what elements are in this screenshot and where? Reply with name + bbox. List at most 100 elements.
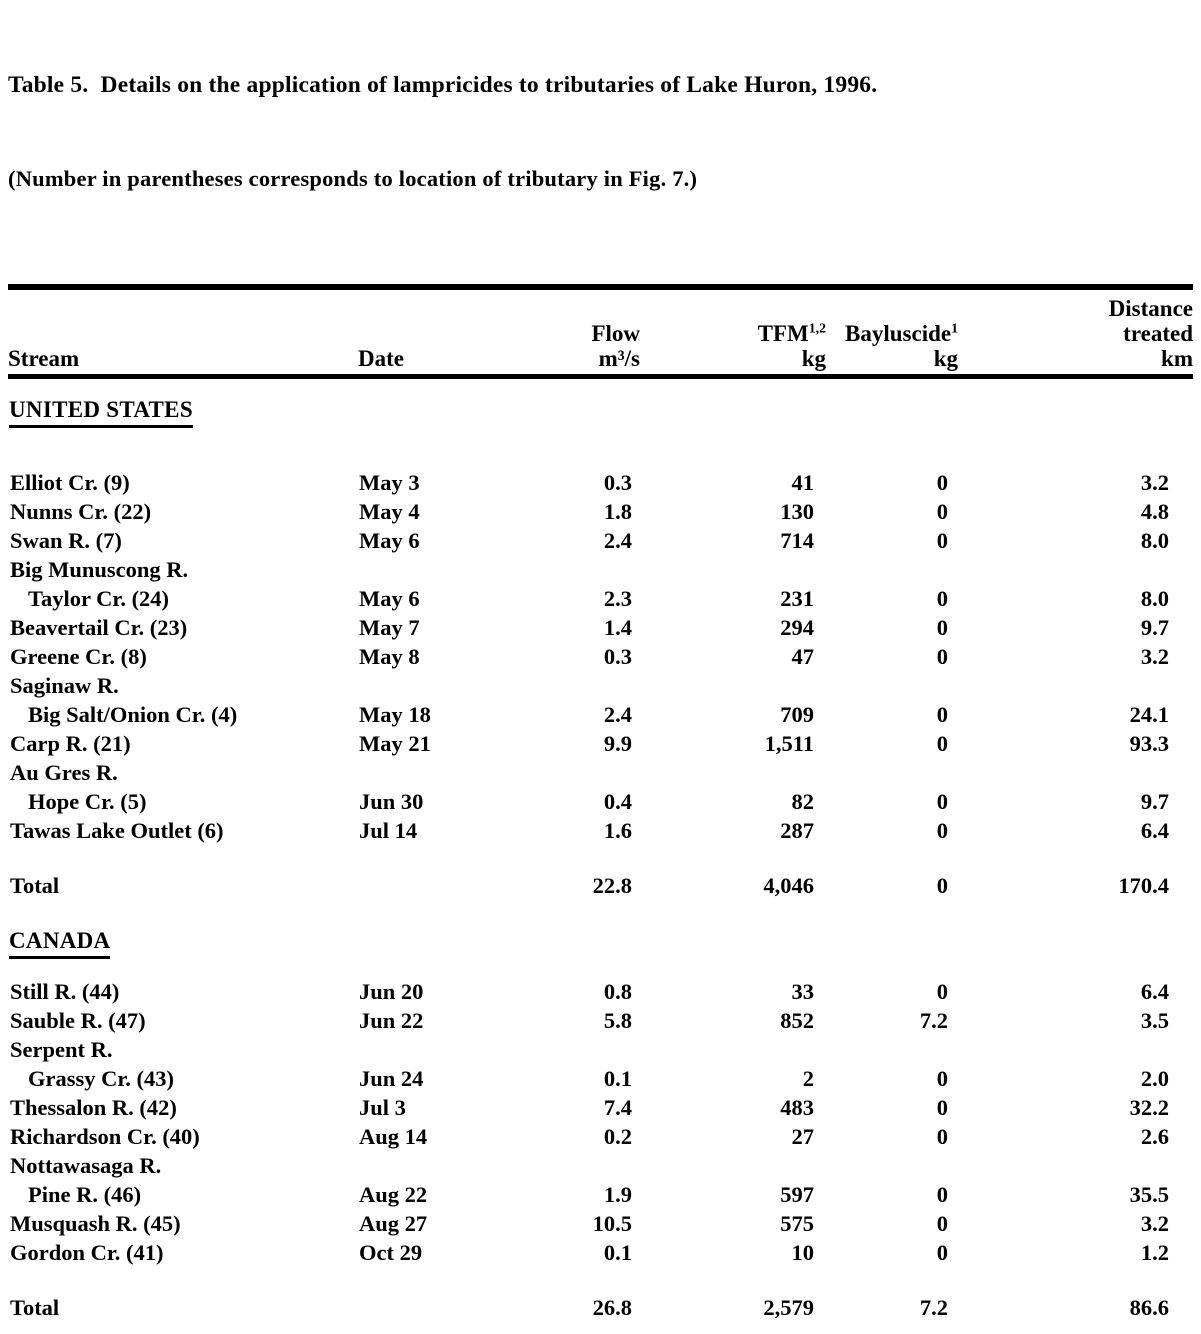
cell-stream: Total (10, 1295, 60, 1320)
cell-bay: 0 (936, 1240, 948, 1265)
cell-date (358, 871, 508, 900)
tfm-label-text: TFM (757, 321, 809, 346)
table-title-line1: Table 5. Details on the application of l… (8, 72, 878, 98)
cell-bay: 0 (936, 1182, 948, 1207)
table-row: Taylor Cr. (24) May 6 2.3 231 0 8.0 (8, 584, 1193, 613)
cell-stream: Big Munuscong R. (10, 557, 189, 582)
col-header-distance-label1: Distance (1108, 296, 1193, 321)
cell-stream: Serpent R. (10, 1037, 113, 1062)
spacer-row (8, 1267, 1193, 1293)
cell-stream: Gordon Cr. (41) (10, 1240, 164, 1265)
cell-dist: 2.0 (1140, 1066, 1169, 1091)
cell-flow: 0.2 (603, 1124, 632, 1149)
section-heading-row: CANADA (8, 926, 1193, 959)
group-label-row: Serpent R. (8, 1035, 1193, 1064)
cell-date: Oct 29 (359, 1240, 423, 1265)
col-header-bayluscide: Bayluscide1 kg (826, 284, 958, 379)
cell-dist: 86.6 (1129, 1295, 1169, 1320)
cell-date: Jun 22 (359, 1008, 424, 1033)
cell-flow: 0.1 (603, 1066, 632, 1091)
cell-stream: Greene Cr. (8) (10, 644, 147, 669)
cell-flow: 1.4 (603, 615, 632, 640)
cell-flow: 5.8 (603, 1008, 632, 1033)
cell-flow: 0.3 (603, 644, 632, 669)
table-row: Carp R. (21) May 21 9.9 1,511 0 93.3 (8, 729, 1193, 758)
table-row: Sauble R. (47) Jun 22 5.8 852 7.2 3.5 (8, 1006, 1193, 1035)
cell-dist: 3.2 (1140, 1211, 1169, 1236)
cell-flow: 0.3 (603, 470, 632, 495)
cell-date: May 21 (359, 731, 431, 756)
table-row: Richardson Cr. (40) Aug 14 0.2 27 0 2.6 (8, 1122, 1193, 1151)
cell-flow: 9.9 (603, 731, 632, 756)
cell-date: Jun 24 (359, 1066, 424, 1091)
header-row: Stream Date Flow m³/s TFM1,2 kg Baylusci… (8, 284, 1193, 379)
cell-dist (958, 1151, 1193, 1180)
cell-bay: 0 (936, 818, 948, 843)
cell-flow: 1.6 (603, 818, 632, 843)
table-header: Stream Date Flow m³/s TFM1,2 kg Baylusci… (8, 284, 1193, 379)
bayluscide-label-text: Bayluscide (845, 321, 952, 346)
cell-stream: Thessalon R. (42) (10, 1095, 177, 1120)
tfm-footnote-marker: 1,2 (808, 320, 826, 336)
cell-stream: Carp R. (21) (10, 731, 131, 756)
table-row: Elliot Cr. (9) May 3 0.3 41 0 3.2 (8, 468, 1193, 497)
cell-date: Aug 27 (359, 1211, 428, 1236)
cell-date: Jul 14 (359, 818, 418, 843)
cell-dist: 170.4 (1118, 873, 1169, 898)
cell-tfm: 2,579 (763, 1295, 814, 1320)
cell-date (358, 555, 508, 584)
table-row: Gordon Cr. (41) Oct 29 0.1 10 0 1.2 (8, 1238, 1193, 1267)
cell-date: Aug 22 (359, 1182, 428, 1207)
cell-flow: 2.4 (603, 702, 632, 727)
col-header-date-label: Date (358, 346, 404, 371)
cell-flow: 1.9 (603, 1182, 632, 1207)
cell-flow (508, 1035, 640, 1064)
cell-tfm (640, 758, 826, 787)
group-label-row: Nottawasaga R. (8, 1151, 1193, 1180)
spacer-row (8, 377, 1193, 396)
table-row: Hope Cr. (5) Jun 30 0.4 82 0 9.7 (8, 787, 1193, 816)
cell-stream: Swan R. (7) (10, 528, 122, 553)
cell-flow: 1.8 (603, 499, 632, 524)
cell-bay (826, 671, 958, 700)
cell-flow (508, 758, 640, 787)
col-header-distance: Distance treated km (958, 284, 1193, 379)
cell-tfm: 27 (791, 1124, 815, 1149)
cell-tfm: 2 (802, 1066, 814, 1091)
col-header-flow-unit: m³/s (598, 346, 640, 371)
cell-dist: 6.4 (1140, 818, 1169, 843)
total-row: Total 22.8 4,046 0 170.4 (8, 871, 1193, 900)
cell-flow (508, 671, 640, 700)
cell-bay (826, 555, 958, 584)
cell-dist: 8.0 (1140, 586, 1169, 611)
cell-tfm: 41 (791, 470, 815, 495)
col-header-bayluscide-unit: kg (933, 346, 958, 371)
cell-bay: 0 (936, 789, 948, 814)
cell-dist: 9.7 (1140, 615, 1169, 640)
cell-tfm: 597 (780, 1182, 814, 1207)
cell-flow (508, 555, 640, 584)
table-body: UNITED STATES Elliot Cr. (9) May 3 0.3 41 0 3.… (8, 377, 1193, 1334)
cell-dist: 6.4 (1140, 979, 1169, 1004)
cell-flow: 0.8 (603, 979, 632, 1004)
table-row: Beavertail Cr. (23) May 7 1.4 294 0 9.7 (8, 613, 1193, 642)
cell-date: Jun 30 (359, 789, 424, 814)
cell-tfm: 287 (780, 818, 814, 843)
cell-flow (508, 1151, 640, 1180)
col-header-stream-label: Stream (8, 346, 80, 371)
cell-dist: 35.5 (1129, 1182, 1169, 1207)
cell-tfm: 1,511 (764, 731, 814, 756)
cell-stream: Grassy Cr. (43) (28, 1066, 175, 1091)
lampricide-table: Stream Date Flow m³/s TFM1,2 kg Baylusci… (8, 284, 1193, 1334)
cell-stream: Big Salt/Onion Cr. (4) (28, 702, 238, 727)
cell-stream: Tawas Lake Outlet (6) (10, 818, 224, 843)
cell-stream: Pine R. (46) (28, 1182, 142, 1207)
cell-date (358, 758, 508, 787)
cell-bay: 0 (936, 731, 948, 756)
cell-dist: 3.2 (1140, 470, 1169, 495)
cell-bay (826, 1035, 958, 1064)
cell-bay: 7.2 (919, 1295, 948, 1320)
cell-tfm (640, 1151, 826, 1180)
cell-tfm: 483 (780, 1095, 814, 1120)
